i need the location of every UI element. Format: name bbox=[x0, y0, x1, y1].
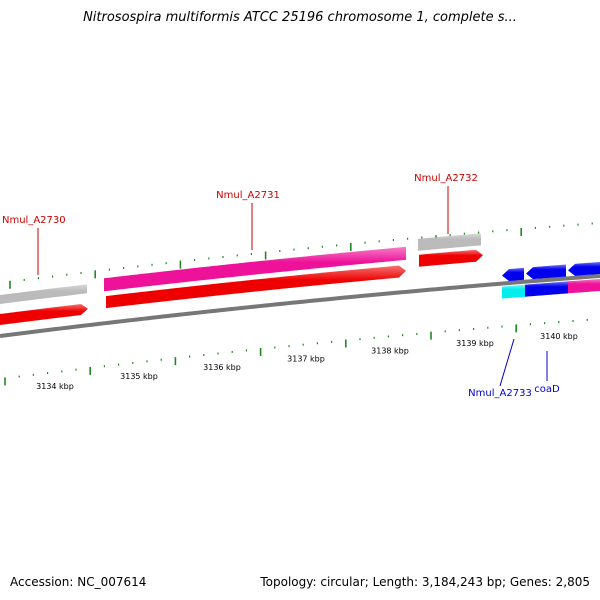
kbp-label: 3137 kbp bbox=[287, 354, 325, 363]
gene-label: Nmul_A2731 bbox=[216, 190, 280, 201]
gene-nmul-a2733[interactable] bbox=[502, 267, 524, 282]
gene-coad[interactable] bbox=[526, 264, 566, 280]
kbp-label: 3134 kbp bbox=[36, 382, 74, 391]
gene-next-blue[interactable] bbox=[568, 261, 600, 276]
backbone-line bbox=[0, 273, 600, 338]
labels: 3134 kbp 3135 kbp 3136 kbp 3137 kbp 3138 kbp… bbox=[2, 173, 578, 399]
gene-coad-blue[interactable] bbox=[525, 281, 568, 297]
gene-label: coaD bbox=[534, 384, 560, 395]
chromosome-backbone bbox=[0, 273, 600, 338]
gene-nmul-a2733-cyan[interactable] bbox=[502, 284, 525, 299]
gene-nmul-a2731-pink[interactable] bbox=[104, 246, 406, 292]
genome-stats-text: Topology: circular; Length: 3,184,243 bp… bbox=[260, 575, 590, 589]
gene-nmul-a2732-grey[interactable] bbox=[418, 233, 481, 251]
kbp-label: 3140 kbp bbox=[540, 332, 578, 341]
gene-nmul-a2732[interactable] bbox=[419, 249, 483, 267]
kbp-label: 3139 kbp bbox=[456, 339, 494, 348]
map-title: Nitrosospira multiformis ATCC 25196 chro… bbox=[83, 10, 517, 25]
gene-features[interactable] bbox=[0, 233, 600, 325]
accession-text: Accession: NC_007614 bbox=[10, 575, 147, 589]
kbp-label: 3138 kbp bbox=[371, 346, 409, 355]
kbp-label: 3136 kbp bbox=[203, 363, 241, 372]
tick-marks bbox=[4, 222, 593, 386]
gene-label: Nmul_A2730 bbox=[2, 215, 66, 226]
gene-nmul-a2731[interactable] bbox=[106, 265, 406, 309]
gene-label: Nmul_A2733 bbox=[468, 388, 532, 399]
gene-label: Nmul_A2732 bbox=[414, 173, 478, 184]
kbp-label: 3135 kbp bbox=[120, 372, 158, 381]
gene-nmul-a2730[interactable] bbox=[0, 304, 88, 325]
gene-nmul-a2730-grey[interactable] bbox=[0, 284, 87, 304]
leader-line bbox=[499, 338, 515, 387]
gene-next-pink[interactable] bbox=[568, 278, 600, 294]
